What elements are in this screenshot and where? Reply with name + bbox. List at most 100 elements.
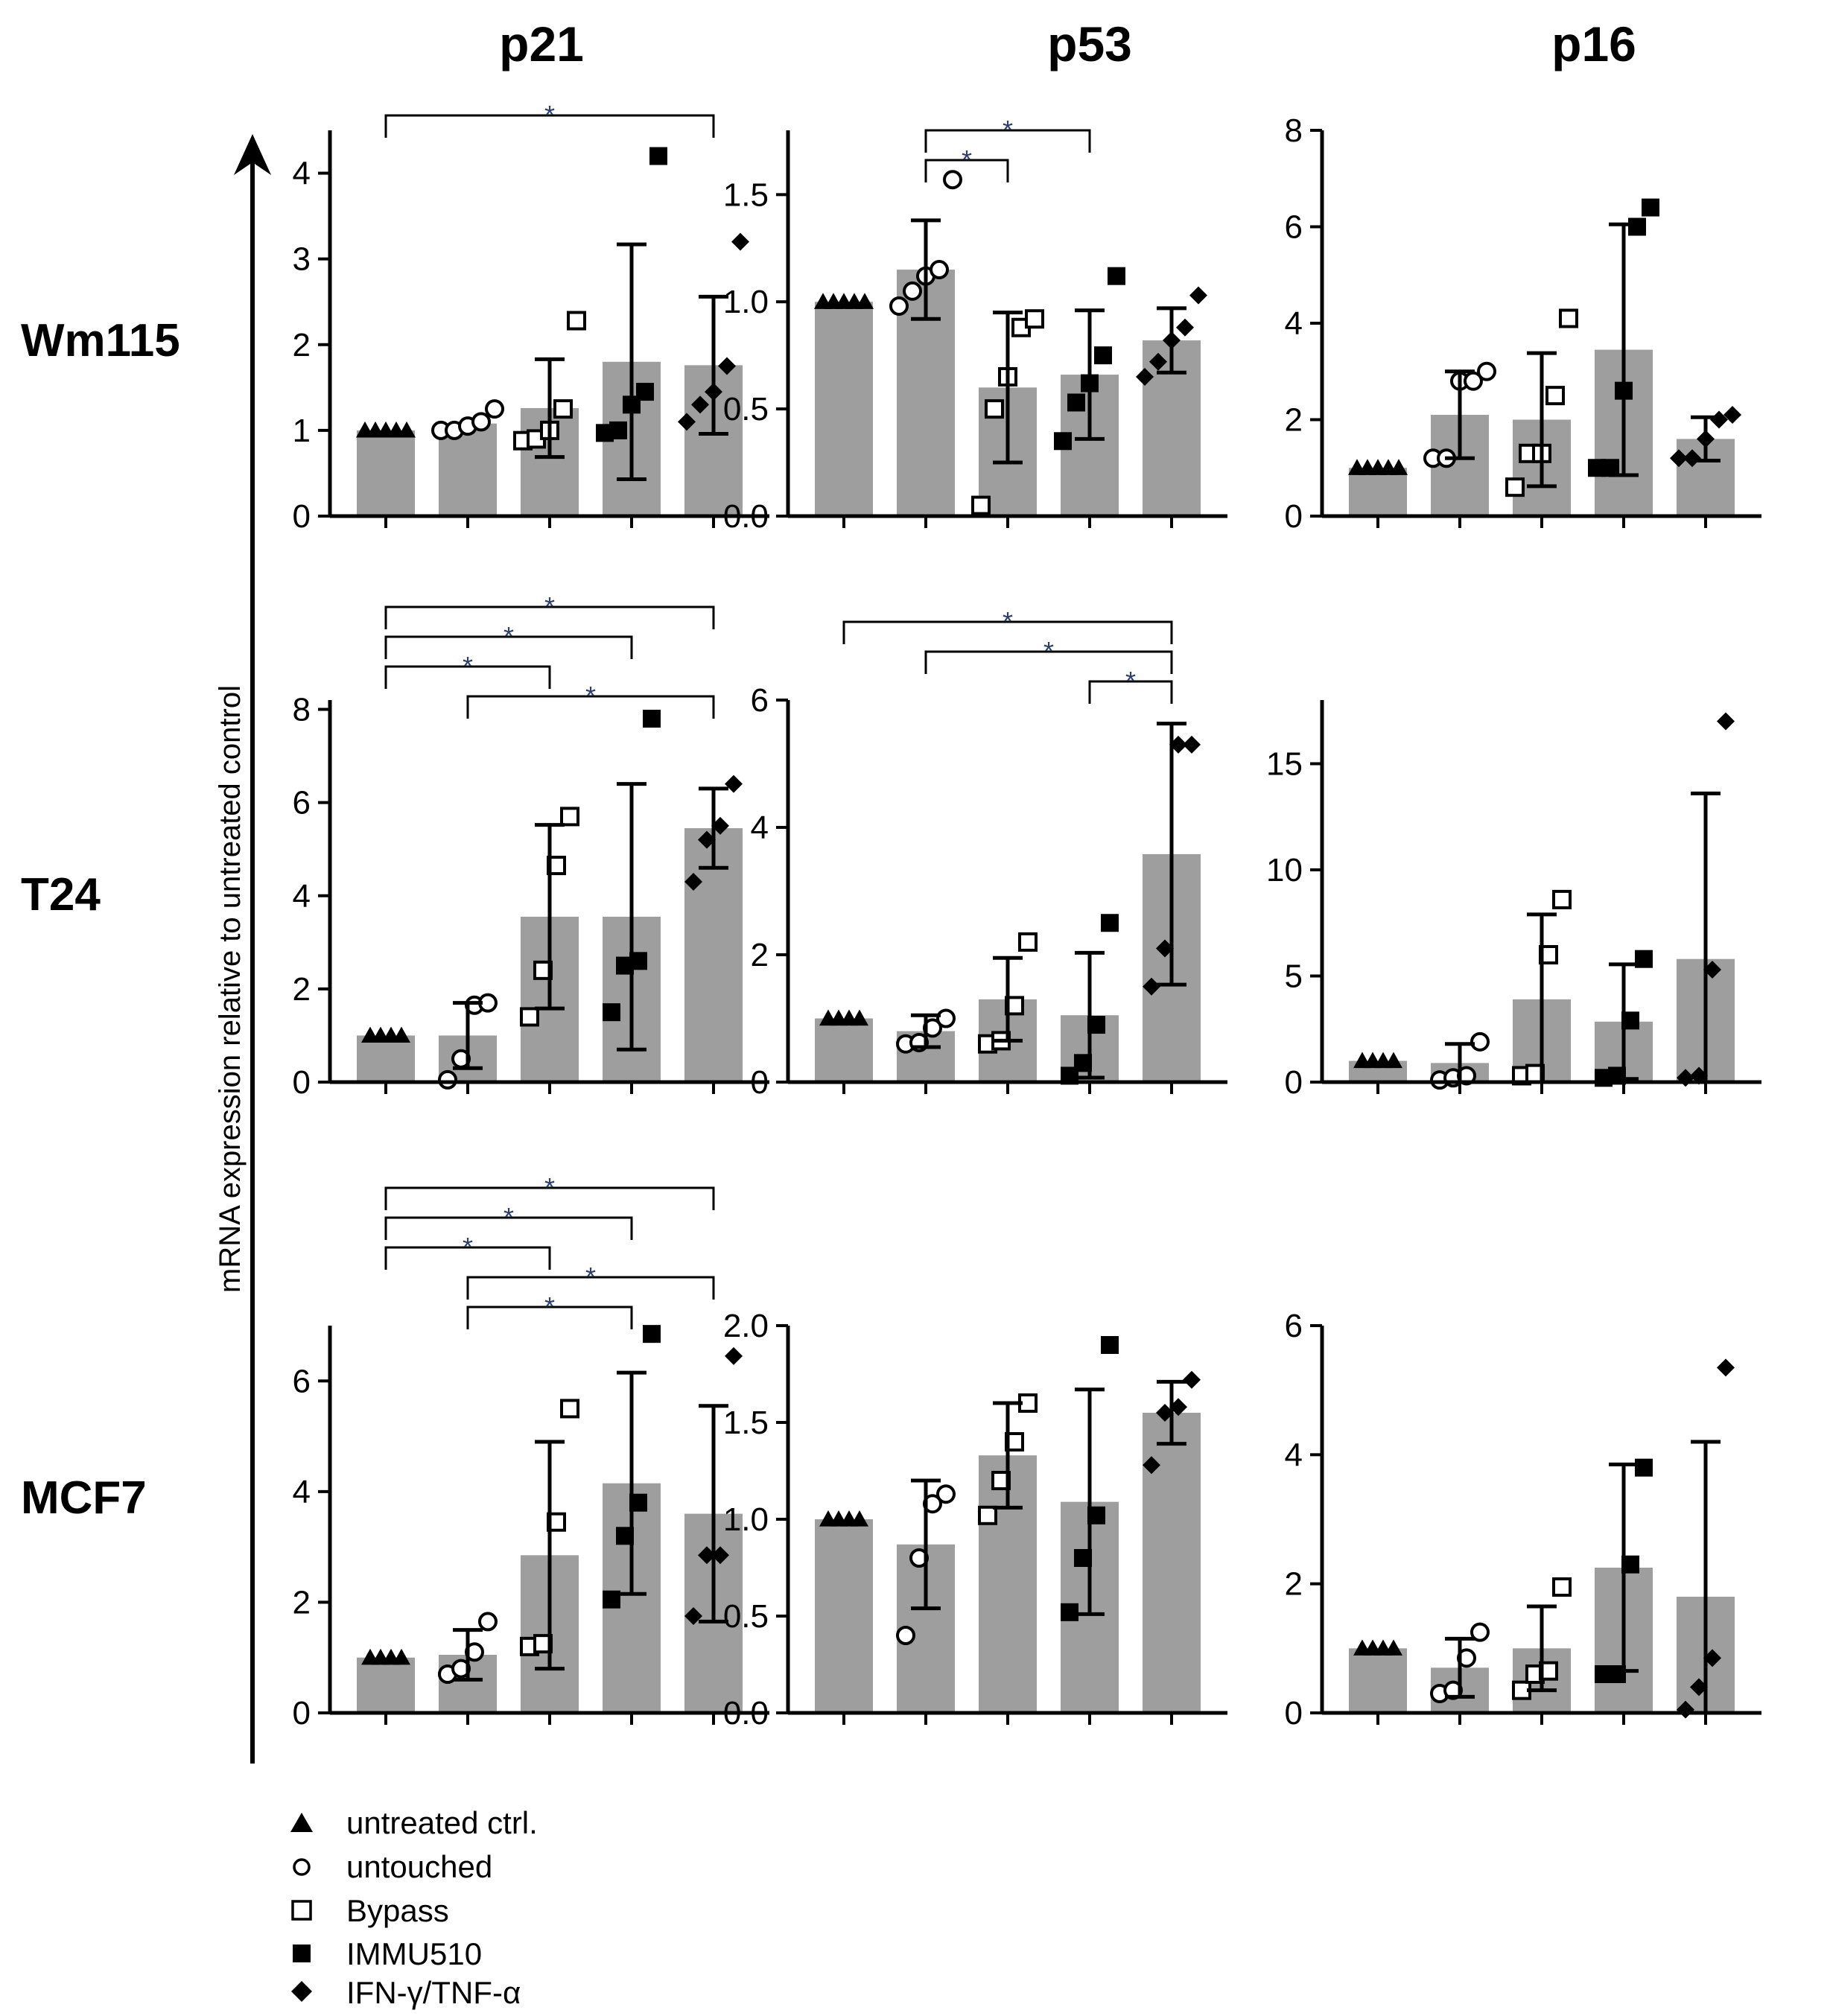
y-tick-label: 2: [751, 937, 769, 973]
panel-p53-T24: 0 2 4 6 * * *: [751, 606, 1227, 1101]
point-square-filled: [1628, 217, 1646, 236]
panel-p21-T24: 0 2 4 6 8 * * * *: [293, 591, 769, 1101]
point-triangle: [1390, 459, 1408, 475]
significance-bracket: [384, 1216, 633, 1240]
point-square-filled: [609, 421, 627, 439]
point-diamond: [1149, 352, 1167, 371]
legend-label: IMMU510: [346, 1936, 482, 1971]
panel-p16-MCF7: 0 2 4 6: [1285, 1308, 1761, 1732]
point-diamond: [1136, 367, 1154, 386]
point-square-open: [1018, 932, 1038, 952]
significance-star: *: [962, 144, 972, 175]
point-diamond: [718, 357, 736, 375]
point-diamond: [691, 395, 709, 414]
point-square-filled: [649, 147, 667, 165]
y-tick-label: 6: [1285, 209, 1303, 246]
significance-bracket: [842, 620, 1173, 644]
bar: [439, 423, 497, 516]
bar: [684, 828, 743, 1082]
point-diamond: [1710, 410, 1728, 429]
y-tick-label: 1.0: [723, 284, 769, 320]
y-tick-label: 0: [293, 1695, 311, 1732]
significance-bracket: [1088, 680, 1173, 704]
point-square-open: [553, 399, 573, 419]
y-tick-label: 4: [293, 156, 311, 192]
significance-star: *: [544, 100, 555, 130]
y-tick-label: 4: [1285, 1437, 1303, 1473]
legend-square-open-icon: [291, 1900, 312, 1921]
significance-bracket: [384, 1186, 715, 1210]
y-arrow-head: [234, 134, 271, 175]
legend-circle-icon: [293, 1858, 311, 1876]
point-square-filled: [643, 710, 661, 728]
panel-p16-Wm115: 0 2 4 6 8: [1285, 112, 1761, 535]
point-diamond: [711, 816, 729, 835]
bar: [815, 1018, 873, 1082]
panel-p16-T24: 0 5 10 15: [1266, 700, 1761, 1101]
y-tick-label: 1.0: [723, 1501, 769, 1538]
point-square-filled: [1061, 1603, 1078, 1621]
point-circle: [930, 260, 949, 280]
point-diamond: [684, 1607, 702, 1625]
y-tick-label: 6: [293, 1363, 311, 1399]
y-tick-label: 6: [293, 785, 311, 821]
point-square-filled: [1642, 198, 1659, 217]
legend-label: untouched: [346, 1849, 492, 1884]
y-tick-label: 2: [293, 327, 311, 363]
point-diamond: [1176, 318, 1194, 337]
legend-label: Bypass: [346, 1893, 449, 1928]
point-diamond: [1183, 735, 1201, 754]
significance-star: *: [463, 651, 473, 681]
point-square-open: [1552, 889, 1572, 909]
point-circle: [485, 399, 504, 419]
significance-bracket: [924, 129, 1091, 153]
legend-item-untreated: untreated ctrl.: [290, 1805, 538, 1840]
point-diamond: [731, 232, 749, 251]
point-triangle: [851, 1510, 868, 1527]
y-tick-label: 6: [1285, 1308, 1303, 1344]
significance-star: *: [544, 1172, 555, 1203]
point-circle: [936, 1008, 956, 1028]
point-diamond: [1717, 712, 1735, 731]
y-tick-label: 4: [751, 810, 769, 846]
y-tick-label: 0: [293, 1064, 311, 1101]
y-tick-label: 6: [751, 682, 769, 719]
bar: [1349, 468, 1407, 516]
point-diamond: [1183, 1370, 1201, 1389]
legend-item-untouched: untouched: [293, 1849, 492, 1884]
significance-star: *: [463, 1232, 473, 1262]
y-tick-label: 3: [293, 241, 311, 278]
point-square-filled: [1054, 432, 1072, 451]
y-tick-label: 2: [1285, 402, 1303, 439]
point-diamond: [725, 775, 743, 793]
panel-p53-MCF7: 0.0 0.5 1.0 1.5 2.0: [723, 1308, 1227, 1732]
point-square-filled: [1094, 346, 1112, 365]
point-circle: [1470, 1031, 1490, 1052]
legend-square-filled-icon: [293, 1945, 311, 1962]
point-square-open: [567, 311, 586, 331]
panels: 0 1 2 3 4 * 0.0 0.5 1.0 1.5 * * 0 2 4 6 8 0 2 4 6 8 * * * * 0 2 4 6 * *…: [293, 100, 1761, 1732]
point-triangle: [1385, 1052, 1402, 1069]
y-tick-label: 10: [1266, 852, 1303, 888]
point-diamond: [725, 1346, 743, 1365]
y-tick-label: 0: [293, 498, 311, 535]
point-diamond: [1169, 1398, 1187, 1416]
point-diamond: [1690, 1066, 1708, 1085]
point-square-filled: [1108, 267, 1125, 285]
y-tick-label: 4: [1285, 305, 1303, 342]
point-square-open: [1025, 309, 1044, 329]
point-square-filled: [1101, 914, 1119, 932]
significance-bracket: [466, 1306, 633, 1329]
y-tick-label: 5: [1285, 958, 1303, 995]
y-tick-label: 4: [293, 878, 311, 915]
point-diamond: [1690, 1678, 1708, 1697]
bar: [357, 1035, 415, 1082]
point-square-filled: [1635, 1458, 1653, 1477]
point-square-open: [971, 495, 991, 515]
point-diamond: [1723, 406, 1741, 424]
point-square-filled: [643, 1325, 661, 1344]
point-diamond: [1703, 1649, 1721, 1667]
y-tick-label: 0: [1285, 1695, 1303, 1732]
significance-bracket: [384, 1246, 551, 1270]
